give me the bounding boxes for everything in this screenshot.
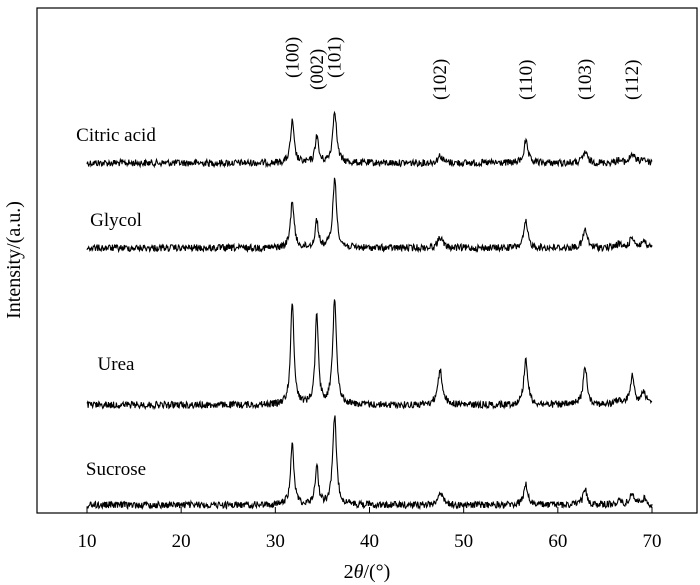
x-tick-label: 70 bbox=[643, 531, 662, 552]
x-tick-label: 20 bbox=[172, 531, 191, 552]
x-tick-label: 30 bbox=[266, 531, 285, 552]
peak-label: (103) bbox=[575, 59, 596, 100]
series-label-urea: Urea bbox=[98, 354, 135, 375]
peak-label: (002) bbox=[307, 49, 328, 90]
x-tick-label: 50 bbox=[454, 531, 473, 552]
series-labels: Citric acid Glycol Urea Sucrose bbox=[76, 125, 156, 480]
series-line-urea bbox=[86, 299, 653, 411]
series-line-sucrose bbox=[86, 415, 653, 511]
peak-label: (110) bbox=[516, 60, 537, 100]
peak-labels: (100) (002)(101) (102) (110) (103) (112) bbox=[282, 37, 643, 100]
series-line-citric-acid bbox=[86, 110, 653, 169]
peak-label: (100) bbox=[282, 37, 303, 78]
series-label-sucrose: Sucrose bbox=[86, 459, 146, 480]
peak-label: (112) bbox=[622, 60, 643, 100]
x-ticks bbox=[86, 507, 653, 513]
x-tick-label: 40 bbox=[360, 531, 379, 552]
x-tick-labels: 10 20 30 40 50 60 70 bbox=[78, 531, 662, 552]
series-lines bbox=[86, 110, 653, 511]
y-axis-title: Intensity/(a.u.) bbox=[3, 201, 25, 319]
peak-label: (102) bbox=[430, 59, 451, 100]
series-line-glycol bbox=[86, 177, 653, 254]
plot-frame bbox=[36, 7, 698, 514]
series-label-glycol: Glycol bbox=[90, 210, 142, 231]
peak-label: (101) bbox=[325, 37, 346, 78]
x-tick-label: 10 bbox=[78, 531, 97, 552]
x-tick-label: 60 bbox=[548, 531, 567, 552]
x-axis-title: 2θ/(°) bbox=[344, 561, 391, 583]
series-label-citric-acid: Citric acid bbox=[76, 125, 156, 146]
